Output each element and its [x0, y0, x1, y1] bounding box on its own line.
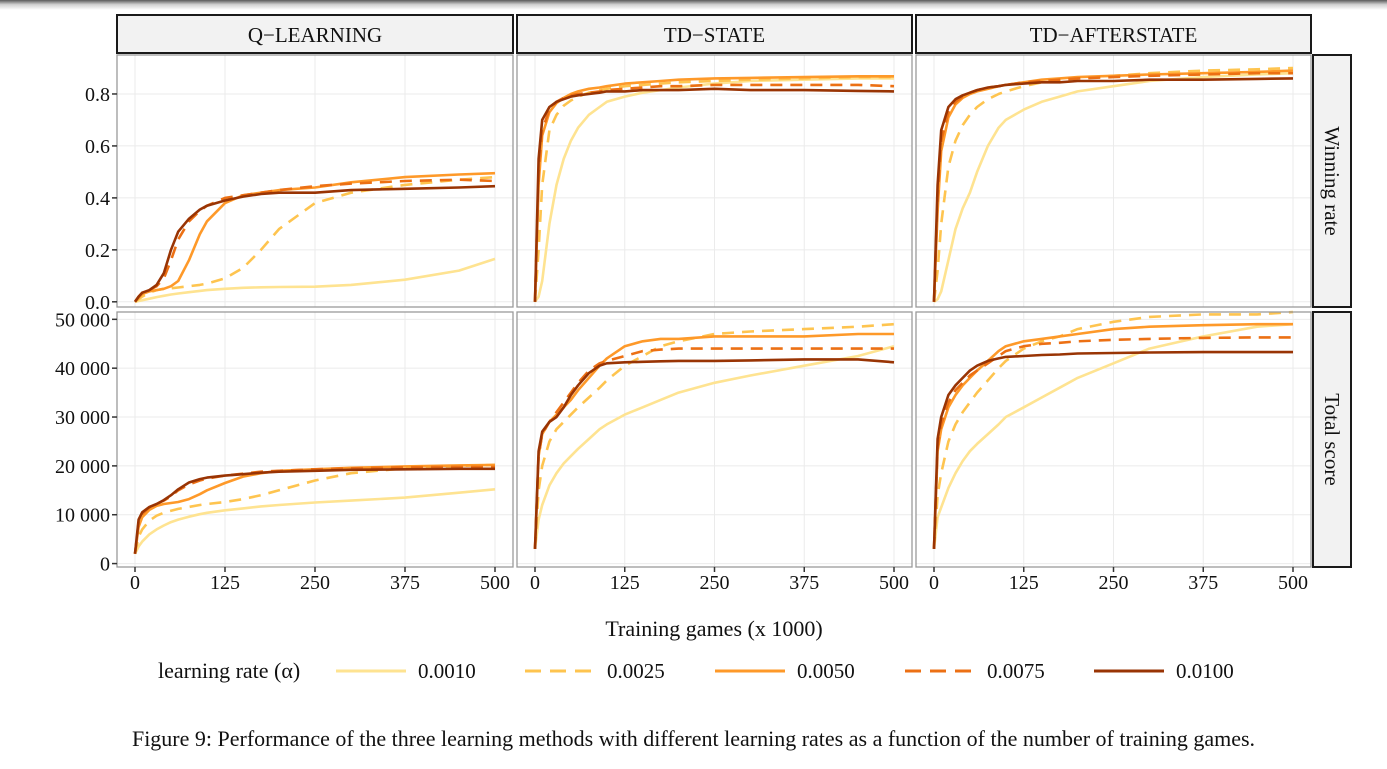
strip-label: Winning rate — [1320, 126, 1344, 235]
y-axis-winning-rate: 0.0 0.2 0.4 0.6 0.8 — [85, 84, 117, 314]
panel-border — [915, 54, 1312, 308]
strip-background — [116, 14, 514, 54]
series-line-0_0010 — [133, 488, 496, 555]
series-line-0_0075 — [932, 336, 1293, 549]
strip-label: TD−AFTERSTATE — [1030, 23, 1198, 47]
series-line-0_0100 — [533, 87, 895, 302]
legend-label: 0.0100 — [1176, 659, 1234, 683]
x-tick-label: 375 — [789, 572, 819, 594]
y-tick-label: 0 — [100, 554, 110, 576]
figure-caption: Figure 9: Performance of the three learn… — [131, 726, 1256, 751]
y-tick-label: 10 000 — [55, 505, 110, 527]
facet-strip-td-state: TD−STATE — [516, 14, 913, 54]
panel-td-afterstate-winning-rate — [915, 54, 1312, 308]
series-line-0_0010 — [932, 322, 1294, 550]
strip-background — [1312, 54, 1352, 308]
x-axis-title: Training games (x 1000) — [605, 616, 822, 641]
facet-strip-winning-rate: Winning rate — [1312, 54, 1352, 308]
x-tick-label: 125 — [210, 572, 240, 594]
panel-border — [516, 54, 913, 308]
x-tick-label: 0 — [530, 572, 540, 594]
y-tick-label: 50 000 — [55, 309, 110, 331]
y-tick-label: 0.6 — [85, 136, 110, 158]
facet-strip-q-learning: Q−LEARNING — [116, 14, 514, 54]
panel-q-learning-total-score — [116, 311, 514, 568]
strip-label: Q−LEARNING — [248, 23, 382, 47]
series-line-0_0100 — [533, 358, 895, 549]
x-tick-label: 250 — [700, 572, 730, 594]
x-tick-label: 500 — [1278, 572, 1308, 594]
strip-label: Total score — [1320, 393, 1344, 485]
x-tick-label: 125 — [610, 572, 640, 594]
x-tick-label: 500 — [480, 572, 510, 594]
y-tick-label: 0.0 — [85, 292, 110, 314]
y-tick-label: 30 000 — [55, 407, 110, 429]
strip-background — [516, 14, 913, 54]
legend-entry-0_0025: 0.0025 — [525, 659, 665, 683]
series-line-0_0010 — [134, 257, 496, 304]
legend-title: learning rate (α) — [158, 658, 300, 683]
x-tick-label: 250 — [1099, 572, 1129, 594]
y-tick-label: 40 000 — [55, 358, 110, 380]
series-line-0_0010 — [533, 77, 894, 303]
series-line-0_0010 — [533, 344, 895, 550]
strip-label: TD−STATE — [664, 23, 765, 47]
x-tick-label: 250 — [300, 572, 330, 594]
x-tick-label: 375 — [1188, 572, 1218, 594]
series-line-0_0050 — [133, 463, 496, 554]
facet-strip-td-afterstate: TD−AFTERSTATE — [915, 14, 1312, 54]
legend-entry-0_0010: 0.0010 — [336, 659, 476, 683]
facet-strip-total-score: Total score — [1312, 311, 1352, 568]
series-line-0_0100 — [932, 77, 1294, 302]
legend-entry-0_0075: 0.0075 — [905, 659, 1045, 683]
panel-td-afterstate-total-score — [915, 310, 1312, 568]
facet-line-chart: Q−LEARNING TD−STATE TD−AFTERSTATE Winning r… — [55, 14, 1352, 683]
x-tick-label: 500 — [879, 572, 909, 594]
y-tick-label: 0.8 — [85, 84, 110, 106]
series-line-0_0050 — [533, 75, 894, 302]
panel-q-learning-winning-rate — [116, 54, 514, 308]
series-line-0_0100 — [932, 350, 1293, 549]
x-tick-label: 0 — [929, 572, 939, 594]
series-line-0_0050 — [932, 322, 1293, 549]
legend-label: 0.0050 — [797, 659, 855, 683]
series-line-0_0025 — [533, 322, 895, 549]
y-axis-total-score: 0 10 000 20 000 30 000 40 000 50 000 — [55, 309, 117, 576]
series-line-0_0025 — [134, 175, 496, 303]
legend-label: 0.0010 — [418, 659, 476, 683]
y-tick-label: 0.2 — [85, 240, 110, 262]
x-tick-label: 0 — [130, 572, 140, 594]
series-line-0_0010 — [933, 71, 1294, 303]
legend-entry-0_0100: 0.0100 — [1094, 659, 1234, 683]
x-axis-td-state: 0 125 250 375 500 — [530, 567, 909, 594]
legend-label: 0.0025 — [607, 659, 665, 683]
x-tick-label: 125 — [1009, 572, 1039, 594]
panel-td-state-winning-rate — [516, 54, 913, 308]
series-line-0_0100 — [133, 184, 496, 303]
series-line-0_0025 — [932, 66, 1294, 302]
panel-border — [116, 54, 514, 308]
y-tick-label: 0.4 — [85, 188, 110, 210]
strip-background — [915, 14, 1312, 54]
x-tick-label: 375 — [390, 572, 420, 594]
window-top-shadow — [0, 0, 1387, 10]
series-line-0_0025 — [533, 75, 894, 302]
series-line-0_0025 — [932, 310, 1294, 549]
x-axis-td-afterstate: 0 125 250 375 500 — [929, 567, 1308, 594]
legend-label: 0.0075 — [987, 659, 1045, 683]
x-axis-q-learning: 0 125 250 375 500 — [130, 567, 510, 594]
strip-background — [1312, 311, 1352, 568]
series-line-0_0100 — [133, 467, 495, 554]
y-tick-label: 20 000 — [55, 456, 110, 478]
legend-entry-0_0050: 0.0050 — [715, 659, 855, 683]
panel-td-state-total-score — [516, 311, 913, 568]
legend: learning rate (α) 0.0010 0.0025 0.0050 0.007… — [158, 658, 1234, 683]
